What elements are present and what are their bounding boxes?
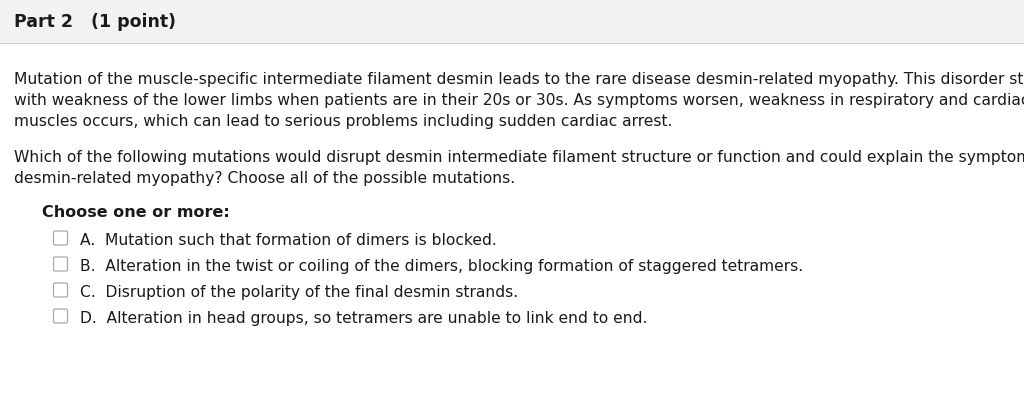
Text: Part 2   (1 point): Part 2 (1 point) bbox=[14, 13, 176, 31]
Bar bbox=[0, 0, 1024, 44]
Text: D.  Alteration in head groups, so tetramers are unable to link end to end.: D. Alteration in head groups, so tetrame… bbox=[80, 310, 647, 325]
Text: Mutation of the muscle-specific intermediate filament desmin leads to the rare d: Mutation of the muscle-specific intermed… bbox=[14, 72, 1024, 129]
Text: B.  Alteration in the twist or coiling of the dimers, blocking formation of stag: B. Alteration in the twist or coiling of… bbox=[80, 258, 803, 273]
Text: A.  Mutation such that formation of dimers is blocked.: A. Mutation such that formation of dimer… bbox=[80, 232, 497, 247]
Text: Choose one or more:: Choose one or more: bbox=[42, 205, 229, 220]
Text: Which of the following mutations would disrupt desmin intermediate filament stru: Which of the following mutations would d… bbox=[14, 149, 1024, 185]
Text: C.  Disruption of the polarity of the final desmin strands.: C. Disruption of the polarity of the fin… bbox=[80, 284, 518, 299]
